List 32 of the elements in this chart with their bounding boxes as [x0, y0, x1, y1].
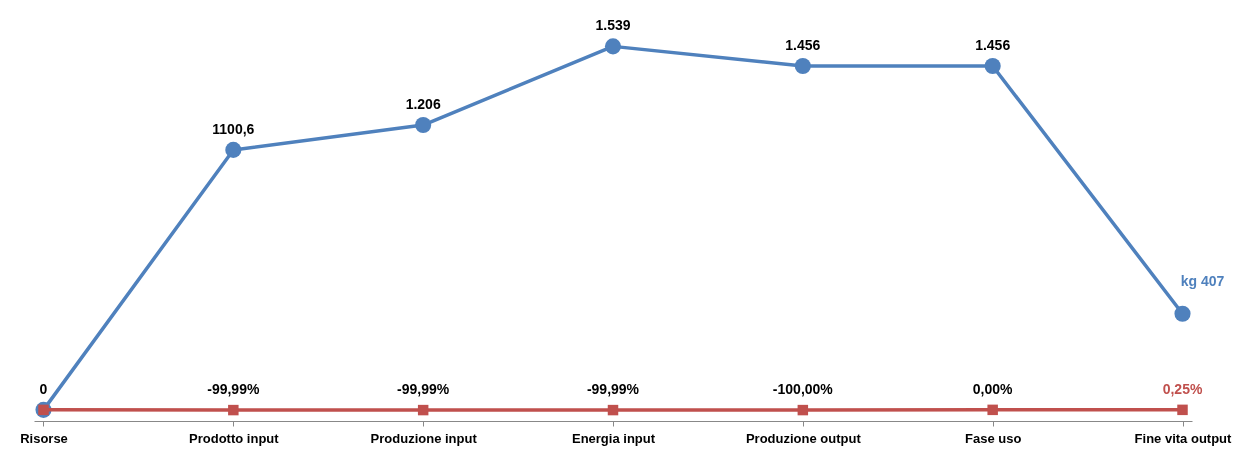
- x-tick-label: Prodotto input: [189, 430, 280, 446]
- data-label: 1.206: [405, 96, 441, 113]
- data-label: 0,00%: [972, 380, 1014, 397]
- point: [604, 38, 622, 55]
- data-label: -99,99%: [397, 381, 450, 398]
- x-tick-label: Produzione output: [745, 430, 862, 446]
- data-label: -100,00%: [772, 381, 834, 398]
- data-label: kg 407: [1180, 272, 1225, 289]
- x-tick-label: Energia input: [571, 430, 656, 446]
- point: [1177, 404, 1188, 416]
- point: [1174, 305, 1191, 322]
- data-label: 0,25%: [1162, 380, 1203, 397]
- point: [228, 404, 239, 416]
- data-label: 0: [39, 380, 48, 397]
- point: [225, 141, 242, 158]
- data-label: -99,99%: [586, 381, 640, 398]
- data-label: 1.456: [785, 36, 821, 53]
- point: [415, 116, 432, 134]
- data-label: -99,99%: [207, 381, 260, 398]
- point: [417, 404, 429, 416]
- x-tick-label: Risorse: [20, 430, 68, 446]
- data-label: 1.456: [975, 36, 1011, 53]
- x-tick-label: Fine vita output: [1134, 430, 1233, 446]
- x-tick-label: Produzione input: [370, 430, 478, 446]
- data-label: 1.539: [595, 17, 631, 34]
- point: [987, 404, 998, 416]
- point: [797, 404, 809, 416]
- x-tick-label: Fase uso: [964, 430, 1022, 446]
- point: [607, 404, 619, 416]
- data-label: 1100,6: [212, 120, 255, 137]
- point: [984, 57, 1001, 75]
- point: [794, 57, 811, 75]
